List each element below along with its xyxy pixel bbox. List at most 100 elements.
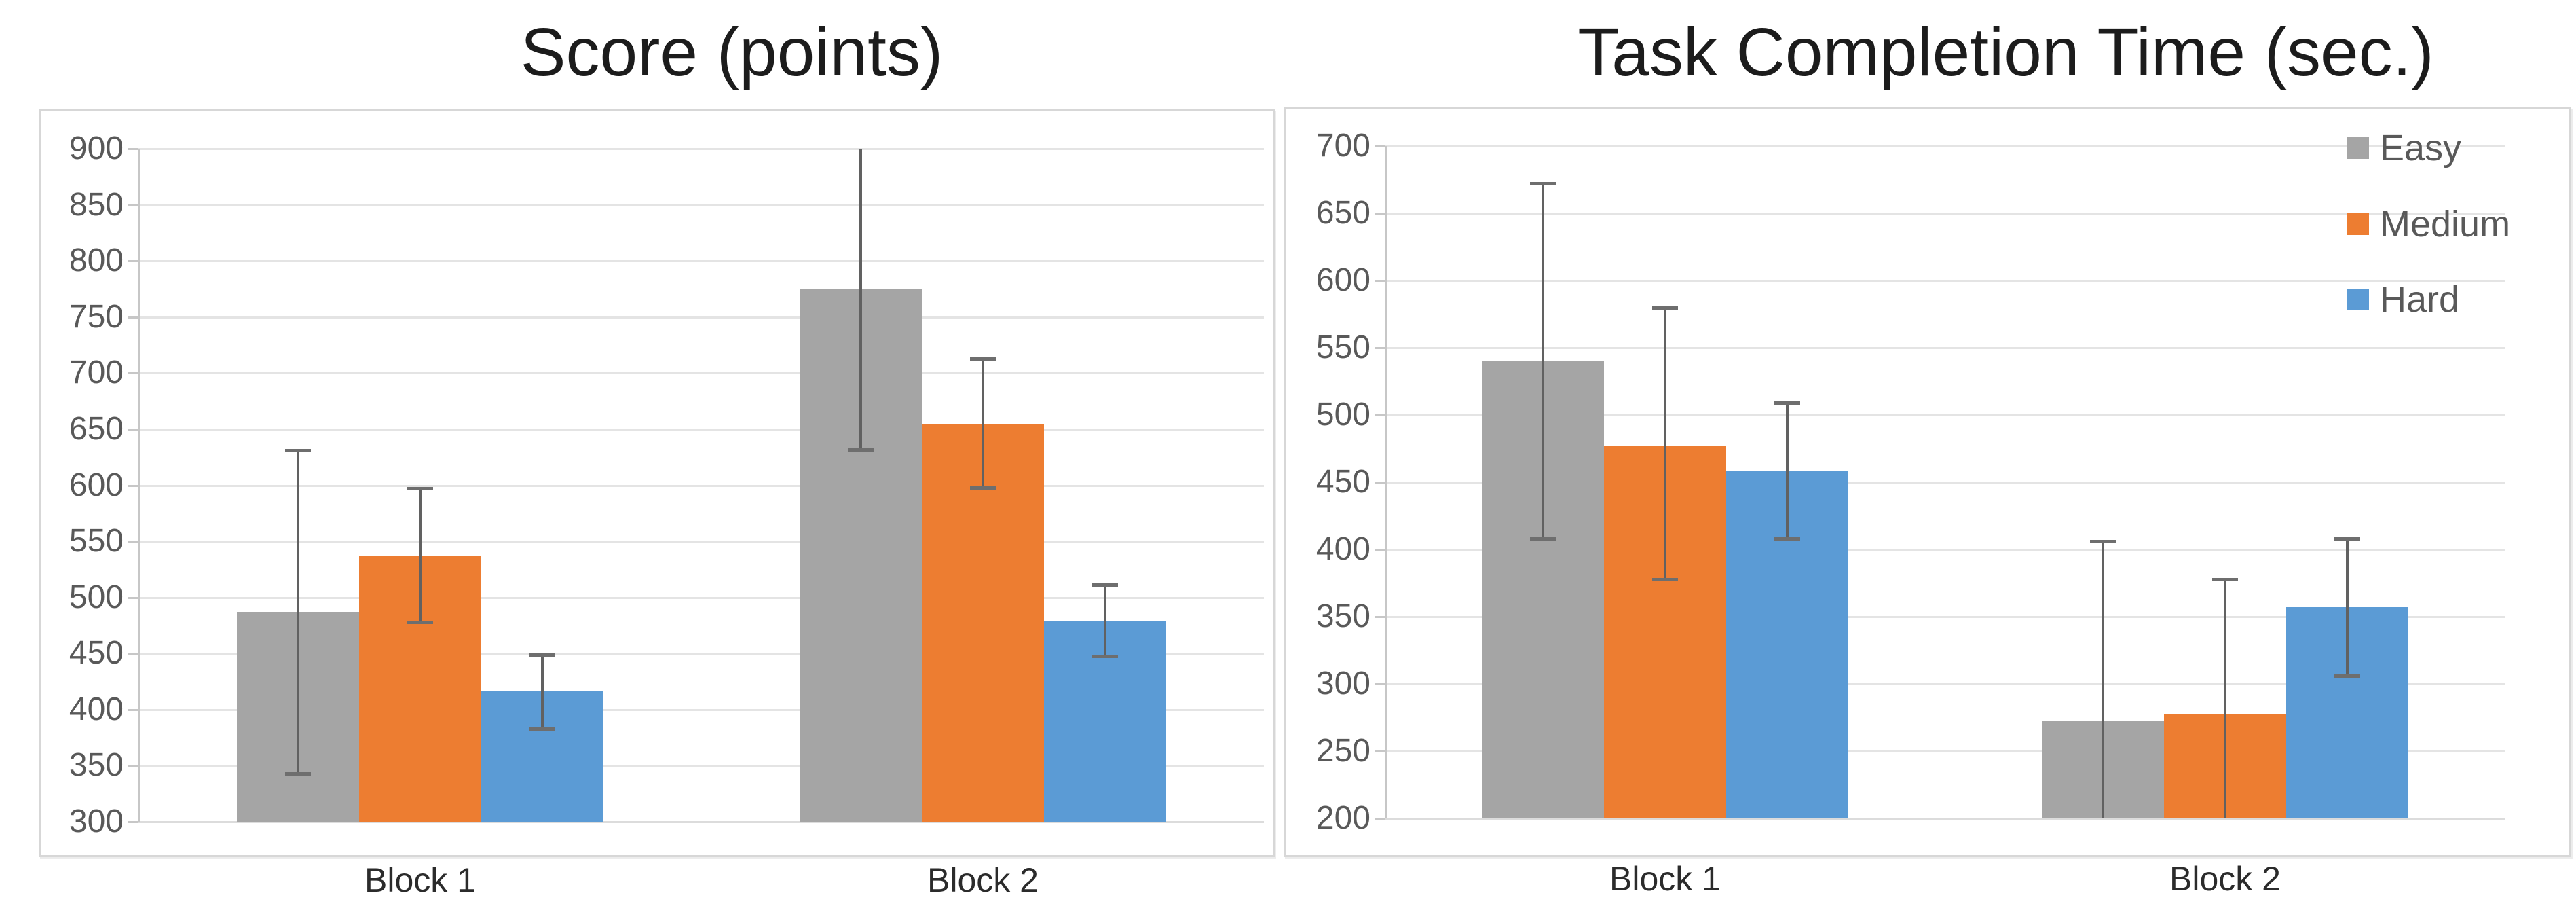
- y-gridline: [138, 316, 1264, 319]
- y-tick-label: 500: [1315, 397, 1370, 433]
- x-category-label: Block 2: [927, 861, 1039, 899]
- y-gridline: [138, 204, 1264, 206]
- error-bar-line: [419, 488, 422, 622]
- error-bar-line: [1542, 183, 1544, 539]
- y-tick-label: 350: [69, 747, 124, 783]
- y-tick-label: 600: [69, 467, 124, 503]
- error-bar-cap-top: [2090, 540, 2116, 543]
- y-axis-tick: [128, 429, 138, 431]
- y-gridline: [138, 485, 1264, 487]
- error-bar-cap-bottom: [970, 486, 996, 490]
- y-gridline: [138, 653, 1264, 655]
- error-bar-line: [982, 359, 984, 488]
- y-axis-line: [1385, 146, 1387, 818]
- y-axis-tick: [128, 765, 138, 767]
- y-axis-line: [138, 149, 140, 822]
- y-axis-tick: [1375, 280, 1385, 282]
- y-axis-tick: [1375, 818, 1385, 820]
- y-gridline: [138, 541, 1264, 543]
- error-bar-cap-top: [1774, 401, 1800, 405]
- y-gridline: [1385, 213, 2505, 215]
- y-axis-tick: [128, 204, 138, 206]
- error-bar-cap-top: [407, 487, 433, 490]
- error-bar-cap-top: [1092, 583, 1118, 587]
- y-axis-tick: [128, 485, 138, 487]
- y-tick-label: 300: [69, 803, 124, 839]
- y-tick-label: 450: [1315, 464, 1370, 500]
- y-gridline: [138, 709, 1264, 711]
- y-tick-label: 550: [69, 523, 124, 559]
- y-tick-label: 850: [69, 187, 124, 223]
- y-gridline: [1385, 818, 2505, 820]
- error-bar-line: [1104, 585, 1106, 656]
- y-tick-label: 300: [1315, 666, 1370, 702]
- y-axis-tick: [128, 148, 138, 150]
- y-axis-tick: [1375, 482, 1385, 484]
- legend-label-hard: Hard: [2380, 279, 2460, 320]
- error-bar-cap-top: [2212, 578, 2238, 581]
- y-tick-label: 750: [69, 299, 124, 335]
- legend-label-medium: Medium: [2380, 204, 2511, 244]
- y-tick-label: 400: [69, 691, 124, 727]
- y-axis-tick: [1375, 616, 1385, 618]
- y-tick-label: 700: [69, 355, 124, 391]
- error-bar-cap-top: [285, 449, 311, 452]
- y-tick-label: 550: [1315, 329, 1370, 365]
- y-axis-tick: [128, 260, 138, 262]
- y-tick-label: 600: [1315, 262, 1370, 298]
- error-bar-cap-top: [970, 357, 996, 361]
- y-gridline: [138, 372, 1264, 374]
- y-axis-tick: [128, 541, 138, 543]
- error-bar-line: [1786, 403, 1789, 539]
- error-bar-cap-bottom: [285, 772, 311, 776]
- y-gridline: [1385, 145, 2505, 147]
- y-gridline: [138, 429, 1264, 431]
- error-bar-line: [2346, 539, 2349, 676]
- error-bar-cap-bottom: [848, 448, 874, 452]
- error-bar-cap-bottom: [2334, 674, 2360, 678]
- error-bar-line: [2224, 579, 2226, 818]
- y-tick-label: 900: [69, 130, 124, 166]
- y-axis-tick: [128, 316, 138, 319]
- y-gridline: [138, 821, 1264, 823]
- y-gridline: [1385, 347, 2505, 349]
- y-tick-label: 650: [1315, 195, 1370, 231]
- y-axis-tick: [1375, 347, 1385, 349]
- time-chart-title: Task Completion Time (sec.): [1578, 14, 2434, 90]
- y-axis-tick: [1375, 145, 1385, 147]
- y-axis-tick: [1375, 683, 1385, 685]
- error-bar-cap-bottom: [1774, 537, 1800, 541]
- y-tick-label: 400: [1315, 531, 1370, 567]
- error-bar-cap-bottom: [529, 727, 555, 731]
- error-bar-cap-top: [1530, 182, 1556, 185]
- y-gridline: [138, 597, 1264, 599]
- error-bar-cap-bottom: [1652, 578, 1678, 581]
- y-axis-tick: [128, 597, 138, 599]
- y-tick-label: 500: [69, 579, 124, 615]
- y-gridline: [138, 765, 1264, 767]
- y-gridline: [138, 260, 1264, 262]
- error-bar-cap-bottom: [407, 621, 433, 624]
- y-tick-label: 800: [69, 242, 124, 278]
- y-axis-tick: [128, 709, 138, 711]
- y-axis-tick: [128, 372, 138, 374]
- y-gridline: [1385, 280, 2505, 282]
- score-chart-title: Score (points): [520, 14, 944, 90]
- y-axis-tick: [1375, 414, 1385, 416]
- y-gridline: [1385, 750, 2505, 752]
- legend-swatch-hard: [2347, 289, 2369, 310]
- x-category-label: Block 1: [1609, 860, 1721, 898]
- error-bar-cap-bottom: [1530, 537, 1556, 541]
- y-tick-label: 350: [1315, 598, 1370, 634]
- y-axis-tick: [1375, 213, 1385, 215]
- y-gridline: [1385, 683, 2505, 685]
- y-gridline: [1385, 414, 2505, 416]
- error-bar-cap-top: [1652, 306, 1678, 310]
- error-bar-line: [297, 450, 299, 774]
- y-axis-tick: [1375, 750, 1385, 752]
- y-gridline: [1385, 616, 2505, 618]
- error-bar-line: [2102, 541, 2104, 818]
- x-category-label: Block 1: [365, 861, 476, 899]
- error-bar-cap-bottom: [1092, 655, 1118, 658]
